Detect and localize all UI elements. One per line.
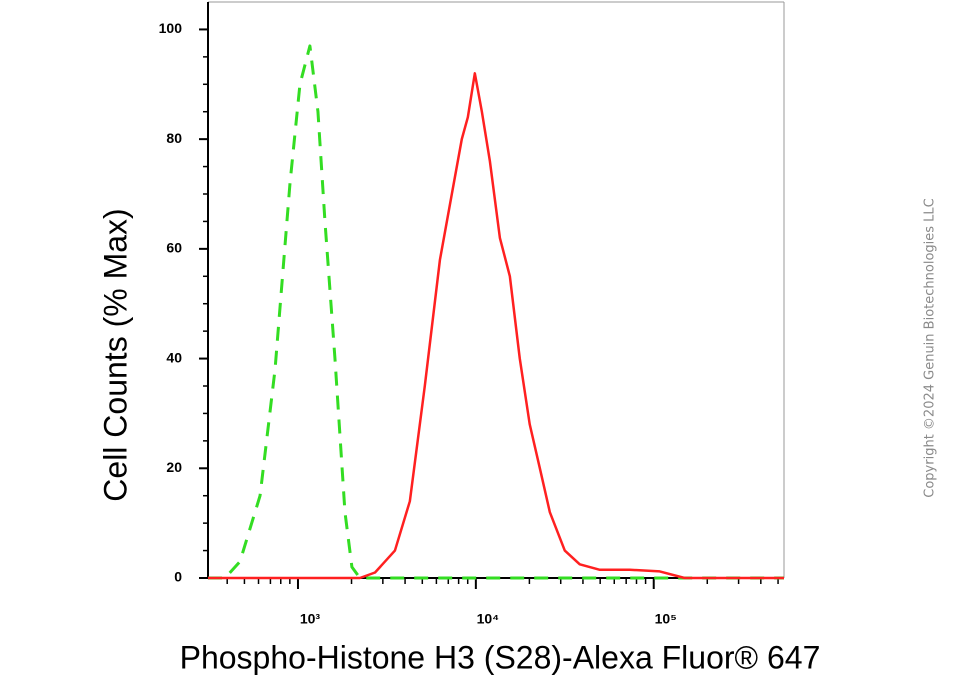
x-tick-label: 10⁵ [655, 611, 677, 627]
y-tick-label: 20 [166, 459, 182, 475]
series-line [208, 72, 784, 580]
x-tick-label: 10⁴ [477, 611, 500, 627]
y-tick-label: 100 [159, 20, 183, 36]
y-axis-title: Cell Counts (% Max) [97, 208, 133, 501]
series-line [208, 44, 784, 580]
x-tick-label: 10³ [300, 611, 321, 627]
x-axis-title: Phospho-Histone H3 (S28)-Alexa Fluor® 64… [180, 639, 821, 675]
y-tick-label: 0 [174, 569, 182, 585]
y-tick-label: 80 [166, 130, 182, 146]
y-tick-label: 60 [166, 240, 182, 256]
y-tick-label: 40 [166, 349, 182, 365]
copyright: Copyright ©2024 Genuin Biotechnologies L… [923, 198, 938, 497]
